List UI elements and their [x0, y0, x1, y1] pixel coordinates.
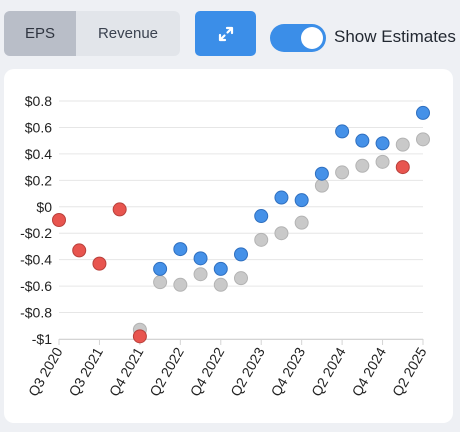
- show-estimates-toggle[interactable]: [270, 24, 326, 52]
- toggle-knob: [301, 27, 323, 49]
- x-tick-label: Q4 2023: [268, 344, 309, 399]
- y-tick-label: $0.6: [25, 119, 52, 135]
- actual-eps-point: [375, 136, 390, 151]
- x-tick-label: Q2 2024: [308, 344, 349, 399]
- estimate-point: [234, 271, 248, 286]
- actual-eps-point: [294, 193, 309, 208]
- x-tick-label: Q2 2025: [389, 344, 430, 399]
- x-tick-label: Q2 2022: [146, 344, 187, 399]
- actual-eps-point: [314, 166, 329, 181]
- actual-eps-point: [355, 133, 370, 148]
- actual-eps-point: [173, 242, 188, 257]
- estimate-point: [335, 165, 350, 180]
- estimate-point: [294, 215, 309, 230]
- y-tick-label: -$0.2: [20, 225, 52, 241]
- estimate-point: [213, 277, 228, 292]
- y-tick-label: $0.2: [25, 172, 52, 188]
- estimate-point: [314, 178, 329, 193]
- actual-eps-point: [112, 202, 127, 217]
- y-tick-label: $0.4: [25, 146, 52, 162]
- tab-eps[interactable]: EPS: [4, 11, 76, 56]
- estimate-point: [254, 232, 269, 247]
- actual-eps-point: [153, 261, 168, 276]
- actual-eps-point: [72, 243, 87, 258]
- y-tick-label: $0: [36, 199, 52, 215]
- estimate-point: [173, 277, 188, 292]
- show-estimates-label: Show Estimates: [334, 27, 456, 46]
- estimate-point: [153, 275, 168, 290]
- estimate-point: [355, 158, 370, 173]
- y-tick-label: $0.8: [25, 93, 52, 109]
- actual-eps-point: [274, 190, 289, 205]
- actual-eps-point: [52, 213, 66, 227]
- estimate-point: [193, 267, 208, 282]
- tab-revenue[interactable]: Revenue: [97, 25, 159, 42]
- eps-scatter-chart: $0.8 $0.6 $0.4 $0.2 $0 -$0.2 -$0.4 -$0.6 -$0.8 -$…: [20, 93, 430, 399]
- y-tick-label: -$0.8: [20, 305, 52, 321]
- x-tick-label: Q4 2024: [348, 344, 389, 399]
- actual-eps-point: [193, 251, 208, 266]
- actual-eps-point: [335, 124, 350, 139]
- estimate-point: [395, 137, 410, 152]
- actual-eps-point: [395, 160, 410, 175]
- actual-eps-point: [213, 261, 228, 276]
- estimate-point: [375, 154, 390, 169]
- x-tick-label: Q4 2022: [187, 344, 228, 399]
- actual-eps-point: [92, 256, 107, 271]
- metric-segmented-control: EPS Revenue: [4, 11, 180, 56]
- actual-eps-point: [416, 105, 430, 120]
- actual-eps-point: [254, 209, 269, 224]
- expand-button[interactable]: [195, 11, 256, 56]
- y-tick-label: -$0.6: [20, 278, 52, 294]
- y-tick-label: -$1: [32, 331, 52, 347]
- actual-eps-point: [234, 247, 248, 262]
- y-tick-label: -$0.4: [20, 252, 52, 268]
- estimate-point: [416, 132, 430, 147]
- x-tick-label: Q3 2021: [65, 344, 106, 399]
- chart-toolbar: EPS Revenue Show Estimates: [0, 0, 460, 66]
- x-tick-label: Q4 2021: [106, 344, 147, 399]
- estimate-point: [274, 226, 289, 241]
- actual-eps-point: [132, 329, 147, 344]
- chart-card: $0.8 $0.6 $0.4 $0.2 $0 -$0.2 -$0.4 -$0.6 -$0.8 -$…: [4, 69, 453, 423]
- x-tick-label: Q3 2020: [25, 344, 66, 399]
- x-tick-label: Q2 2023: [227, 344, 268, 399]
- expand-arrows-icon: [218, 26, 233, 41]
